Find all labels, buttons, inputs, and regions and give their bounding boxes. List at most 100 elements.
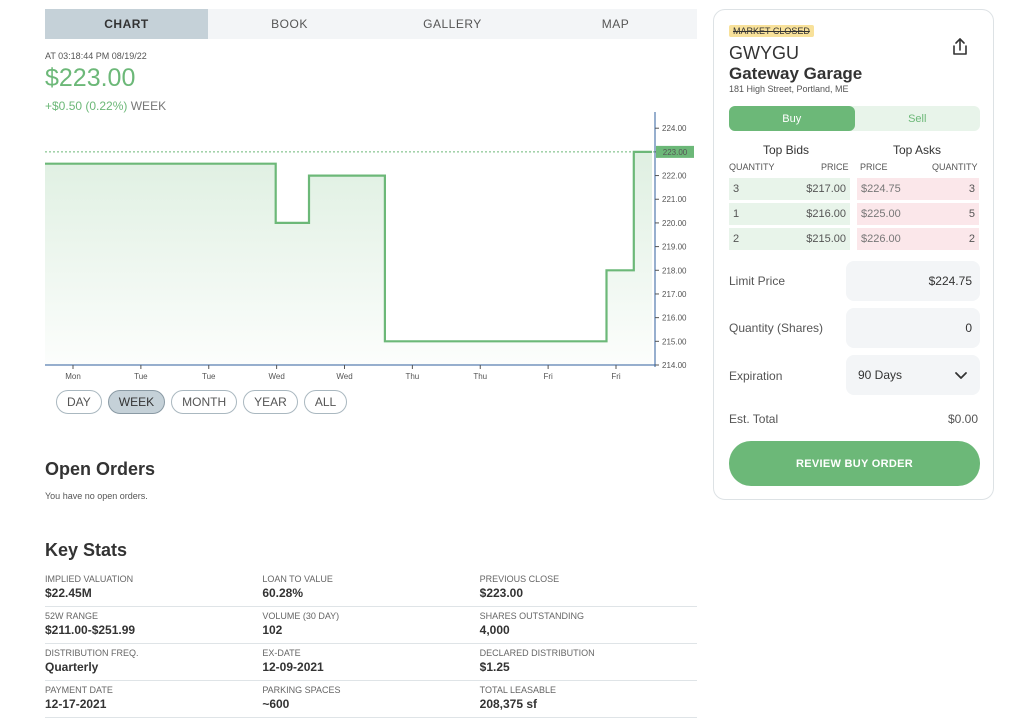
- ask-price: $224.75: [861, 183, 901, 195]
- limit-price-label: Limit Price: [729, 274, 786, 288]
- bid-row[interactable]: 3 $217.00: [729, 178, 850, 200]
- open-orders-title: Open Orders: [45, 459, 156, 479]
- key-stats-title: Key Stats: [45, 540, 128, 560]
- y-tick-label: 224.00: [662, 124, 687, 133]
- ask-row[interactable]: $226.00 2: [857, 228, 979, 250]
- top-bids-title: Top Bids: [763, 143, 810, 157]
- tab-chart[interactable]: CHART: [45, 9, 208, 39]
- key-stats-table: IMPLIED VALUATION $22.45M LOAN TO VALUE …: [45, 570, 697, 718]
- limit-price-input[interactable]: $224.75: [846, 261, 980, 301]
- stat-label: PREVIOUS CLOSE: [479, 574, 560, 584]
- stat-label: EX-DATE: [262, 648, 301, 658]
- chevron-down-icon: [955, 372, 967, 379]
- y-tick-label: 222.00: [662, 172, 687, 181]
- bid-row[interactable]: 1 $216.00: [729, 203, 850, 225]
- quantity-input[interactable]: 0: [846, 308, 980, 348]
- current-price: $223.00: [45, 64, 136, 92]
- stat-parking-spaces: PARKING SPACES ~600: [262, 685, 479, 717]
- price-change: +$0.50 (0.22%) WEEK: [45, 99, 166, 113]
- stat-label: LOAN TO VALUE: [262, 574, 333, 584]
- sell-toggle[interactable]: Sell: [908, 112, 927, 125]
- ask-price: $225.00: [861, 208, 901, 220]
- stat-value: 102: [262, 623, 283, 637]
- stat-label: IMPLIED VALUATION: [45, 574, 134, 584]
- x-tick-label: Mon: [65, 372, 81, 381]
- stat-total-leasable: TOTAL LEASABLE 208,375 sf: [480, 685, 697, 717]
- bid-price: $215.00: [806, 233, 846, 245]
- buy-toggle[interactable]: Buy: [729, 106, 855, 131]
- buy-sell-toggle: Buy Sell: [729, 106, 980, 131]
- range-selector: DAY WEEK MONTH YEAR ALL: [56, 390, 348, 414]
- y-tick-label: 216.00: [662, 314, 687, 323]
- current-value-badge: [656, 145, 694, 158]
- stat-label: DECLARED DISTRIBUTION: [479, 648, 595, 658]
- tab-book[interactable]: BOOK: [271, 17, 308, 31]
- x-tick-label: Fri: [611, 372, 621, 381]
- y-tick-label: 221.00: [662, 195, 687, 204]
- bid-qty-header: QUANTITY: [729, 162, 775, 172]
- expiration-label: Expiration: [729, 369, 783, 383]
- price-line: [45, 150, 652, 343]
- range-month-button[interactable]: MONTH: [171, 390, 238, 414]
- range-day-button[interactable]: DAY: [56, 390, 102, 414]
- stat-value: $223.00: [479, 586, 524, 600]
- expiration-select[interactable]: 90 Days: [846, 355, 980, 395]
- est-total-value: $0.00: [947, 412, 978, 426]
- stat-label: TOTAL LEASABLE: [479, 685, 557, 695]
- stat-value: $22.45M: [45, 586, 92, 600]
- price-chart[interactable]: Mon Tue Tue Wed Wed Thu Thu Fri Fri 214.00 215.00…: [45, 110, 695, 382]
- quantity-label: Quantity (Shares): [729, 321, 824, 335]
- bid-price: $216.00: [806, 208, 846, 220]
- y-tick-label: 219.00: [662, 243, 687, 252]
- y-tick-label: 214.00: [662, 361, 687, 370]
- asks-list: $224.75 3 $225.00 5 $226.00 2: [857, 178, 979, 253]
- ask-price-header: PRICE: [860, 162, 888, 172]
- bid-qty: 2: [733, 233, 740, 245]
- x-tick-label: Fri: [543, 372, 553, 381]
- bid-row[interactable]: 2 $215.00: [729, 228, 850, 250]
- trade-panel: MARKET CLOSED GWYGU Gateway Garage 181 H…: [713, 9, 994, 500]
- y-tick-label: 215.00: [662, 337, 687, 346]
- review-buy-order-button[interactable]: REVIEW BUY ORDER: [729, 441, 980, 486]
- stat-value: $211.00-$251.99: [45, 623, 136, 637]
- price-change-period: WEEK: [130, 99, 167, 113]
- current-value-label: 223.00: [663, 148, 688, 157]
- range-all-button[interactable]: ALL: [303, 390, 348, 414]
- stat-loan-to-value: LOAN TO VALUE 60.28%: [262, 574, 479, 606]
- stat-label: PAYMENT DATE: [45, 685, 113, 695]
- x-tick-label: Tue: [134, 372, 148, 381]
- stat-payment-date: PAYMENT DATE 12-17-2021: [45, 685, 262, 717]
- stat-value: 12-17-2021: [45, 697, 107, 711]
- share-icon[interactable]: [949, 36, 971, 58]
- tab-map[interactable]: MAP: [601, 17, 630, 31]
- tab-bar: CHART BOOK GALLERY MAP: [45, 9, 697, 39]
- property-address: 181 High Street, Portland, ME: [729, 84, 849, 94]
- open-orders-empty: You have no open orders.: [45, 491, 148, 501]
- stat-value: ~600: [262, 697, 290, 711]
- stat-value: 12-09-2021: [262, 660, 324, 674]
- ask-row[interactable]: $224.75 3: [857, 178, 979, 200]
- stat-ex-date: EX-DATE 12-09-2021: [262, 648, 479, 680]
- range-week-button[interactable]: WEEK: [107, 390, 166, 414]
- x-tick-label: Wed: [268, 372, 284, 381]
- price-area: [45, 151, 652, 365]
- ask-row[interactable]: $225.00 5: [857, 203, 979, 225]
- x-tick-label: Tue: [202, 372, 216, 381]
- expiration-value: 90 Days: [858, 368, 903, 382]
- bid-qty: 3: [733, 183, 740, 195]
- bid-price-header: PRICE: [821, 162, 849, 172]
- y-tick-label: 218.00: [662, 266, 687, 275]
- ask-qty: 3: [968, 183, 975, 195]
- range-year-button[interactable]: YEAR: [243, 390, 298, 414]
- stats-row: PAYMENT DATE 12-17-2021 PARKING SPACES ~…: [45, 681, 697, 718]
- stat-distribution-freq: DISTRIBUTION FREQ. Quarterly: [45, 648, 262, 680]
- tab-gallery[interactable]: GALLERY: [423, 17, 482, 31]
- stat-previous-close: PREVIOUS CLOSE $223.00: [480, 574, 697, 606]
- stat-52w-range: 52W RANGE $211.00-$251.99: [45, 611, 262, 643]
- stat-label: VOLUME (30 DAY): [262, 611, 340, 621]
- stat-label: SHARES OUTSTANDING: [479, 611, 584, 621]
- y-tick-label: 220.00: [662, 219, 687, 228]
- stat-value: 4,000: [479, 623, 510, 637]
- x-tick-label: Thu: [473, 372, 487, 381]
- stats-row: DISTRIBUTION FREQ. Quarterly EX-DATE 12-…: [45, 644, 697, 681]
